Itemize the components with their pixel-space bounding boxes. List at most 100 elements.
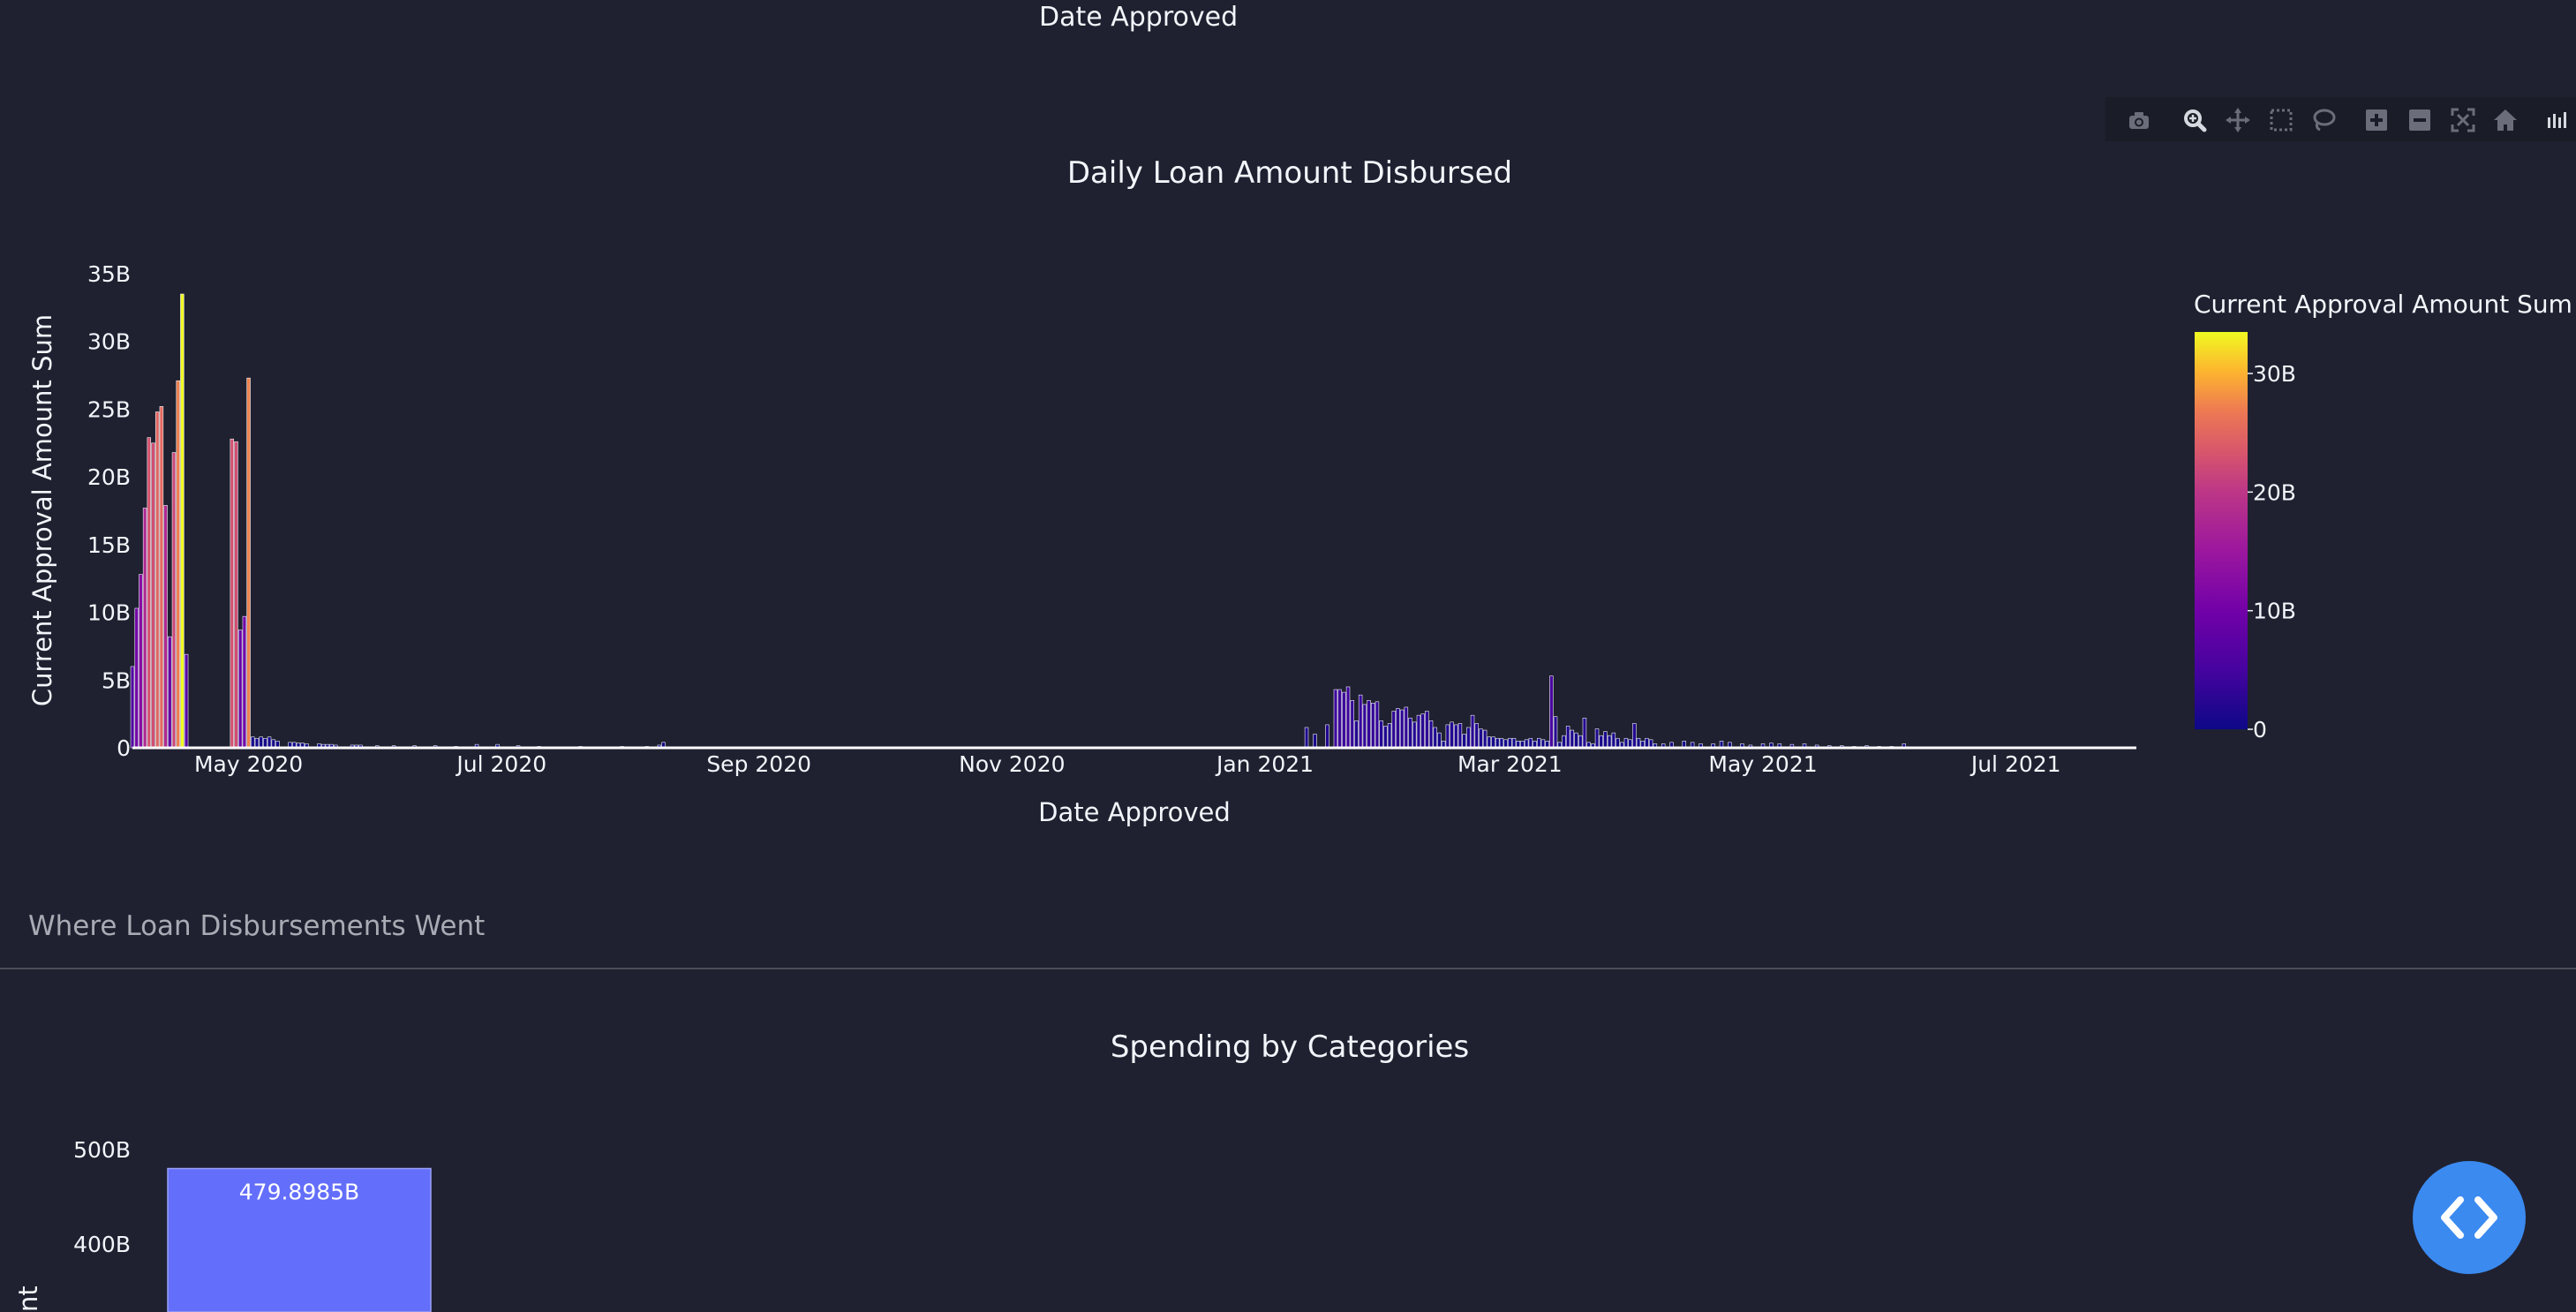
chart1-bar[interactable] (1354, 720, 1359, 749)
chart1-bar[interactable] (1462, 734, 1466, 749)
chart1-bar[interactable] (1396, 708, 1400, 749)
chart1-bar[interactable] (1511, 737, 1517, 749)
chart1-bar[interactable] (1425, 711, 1429, 749)
chart1-bar[interactable] (163, 505, 168, 749)
chart1-bar[interactable] (1528, 737, 1533, 749)
chart1-bar[interactable] (184, 653, 189, 749)
chart1-bar[interactable] (1391, 711, 1396, 749)
chart1-bar[interactable] (1562, 735, 1566, 749)
chart1-bar[interactable] (1479, 728, 1483, 749)
chart1-bar[interactable] (1549, 675, 1554, 749)
chart1-bar[interactable] (176, 380, 180, 749)
chart1-bar[interactable] (1454, 724, 1458, 749)
chart1-bar[interactable] (1537, 737, 1541, 749)
zoom-in-icon[interactable] (2362, 106, 2391, 134)
chart1-bar[interactable] (1611, 732, 1616, 749)
chart1-bar[interactable] (130, 666, 135, 749)
chart1-bar[interactable] (1474, 723, 1479, 749)
chart1-bar[interactable] (1482, 729, 1488, 749)
chart1-bar[interactable] (1487, 736, 1492, 749)
chart1-bar[interactable] (159, 406, 164, 749)
chart1-bar[interactable] (1433, 727, 1437, 749)
chart1-bar[interactable] (142, 508, 147, 749)
chart1-bar[interactable] (1466, 727, 1471, 749)
chart1-bar[interactable] (154, 411, 160, 749)
camera-icon[interactable] (2125, 106, 2153, 134)
chart1-bar[interactable] (1358, 694, 1363, 749)
chart1-bar[interactable] (1636, 737, 1641, 749)
chart1-bar[interactable] (1578, 735, 1583, 749)
chart1-bar[interactable] (1412, 721, 1417, 749)
chart1-bar[interactable] (1399, 709, 1405, 749)
chart1-bar[interactable] (1594, 728, 1600, 749)
chart1-bar[interactable] (1383, 726, 1388, 749)
chart1-bar[interactable] (1570, 729, 1575, 749)
zoom-icon[interactable] (2181, 106, 2209, 134)
chart1-bar[interactable] (237, 630, 243, 749)
chart1-bar[interactable] (1362, 704, 1367, 749)
chart1-bar[interactable] (1416, 714, 1421, 749)
chart1-bar[interactable] (234, 441, 238, 749)
chart1-bar[interactable] (267, 736, 272, 749)
chart1-bar[interactable] (1495, 737, 1500, 749)
chart1-bar[interactable] (263, 737, 267, 749)
chart1-bar[interactable] (1408, 717, 1412, 749)
chart1-bar[interactable] (1565, 726, 1570, 749)
chart1-bar[interactable] (1437, 732, 1442, 749)
chart1-bar[interactable] (1387, 723, 1392, 749)
chart1-bar[interactable] (147, 437, 152, 749)
lasso-icon[interactable] (2309, 106, 2338, 134)
chart1-bar[interactable] (1333, 689, 1338, 749)
chart1-bar[interactable] (1375, 701, 1380, 749)
chart1-bar[interactable] (1379, 720, 1383, 749)
box-select-icon[interactable] (2267, 106, 2295, 134)
chart1-bar[interactable] (259, 736, 263, 749)
chart1-bar[interactable] (151, 442, 155, 749)
chart1-bar[interactable] (1599, 735, 1603, 749)
chart1-bar[interactable] (1553, 716, 1558, 749)
chart1-bar[interactable] (242, 615, 247, 749)
chart1-bar[interactable] (180, 293, 185, 749)
chart1-bar[interactable] (1337, 689, 1342, 749)
autoscale-icon[interactable] (2449, 106, 2477, 134)
chart1-bar[interactable] (1508, 737, 1512, 749)
chart1-bar[interactable] (1428, 720, 1434, 749)
chart1-bar[interactable] (1491, 736, 1495, 749)
chart1-bar[interactable] (134, 607, 139, 749)
chart1-bar[interactable] (1607, 735, 1612, 749)
chart1-bar[interactable] (139, 574, 143, 749)
chart1-bar[interactable] (254, 737, 260, 749)
chart1-bar[interactable] (251, 736, 255, 749)
chart1-bar[interactable] (1313, 734, 1317, 749)
chart1-bar[interactable] (1457, 723, 1463, 749)
pan-icon[interactable] (2224, 106, 2252, 134)
zoom-out-icon[interactable] (2406, 106, 2434, 134)
code-toggle-button[interactable] (2413, 1161, 2526, 1274)
chart1-bar[interactable] (1574, 732, 1578, 749)
chart1-bar[interactable] (1582, 717, 1587, 749)
reset-axes-icon[interactable] (2491, 106, 2520, 134)
chart1-bar[interactable] (1450, 721, 1454, 749)
chart1-bar[interactable] (1445, 724, 1450, 749)
chart1-bar[interactable] (1342, 691, 1346, 749)
chart1-bar[interactable] (1420, 713, 1425, 749)
chart1-bar[interactable] (246, 377, 251, 749)
chart1-bar[interactable] (230, 438, 235, 749)
chart1-bar[interactable] (168, 636, 172, 749)
chart1-bar[interactable] (1325, 724, 1329, 749)
chart1-bar[interactable] (1304, 727, 1309, 749)
chart1-bar[interactable] (1367, 699, 1371, 749)
chart1-bar[interactable] (1499, 737, 1504, 749)
chart1-bar[interactable] (1371, 703, 1375, 749)
chart1-bar[interactable] (1345, 686, 1351, 749)
chart1-bar[interactable] (1404, 706, 1409, 749)
chart1-bar[interactable] (1632, 723, 1637, 749)
chart1-bar[interactable] (1616, 737, 1620, 749)
chart1-bar[interactable] (1350, 699, 1354, 749)
chart1-bar[interactable] (171, 452, 177, 749)
chart1-bar[interactable] (1645, 737, 1649, 749)
chart1-bar[interactable] (1603, 731, 1608, 749)
chart1-bar[interactable] (1470, 714, 1475, 749)
plotly-logo-icon[interactable] (2543, 106, 2572, 134)
chart2-bar[interactable] (167, 1167, 432, 1312)
